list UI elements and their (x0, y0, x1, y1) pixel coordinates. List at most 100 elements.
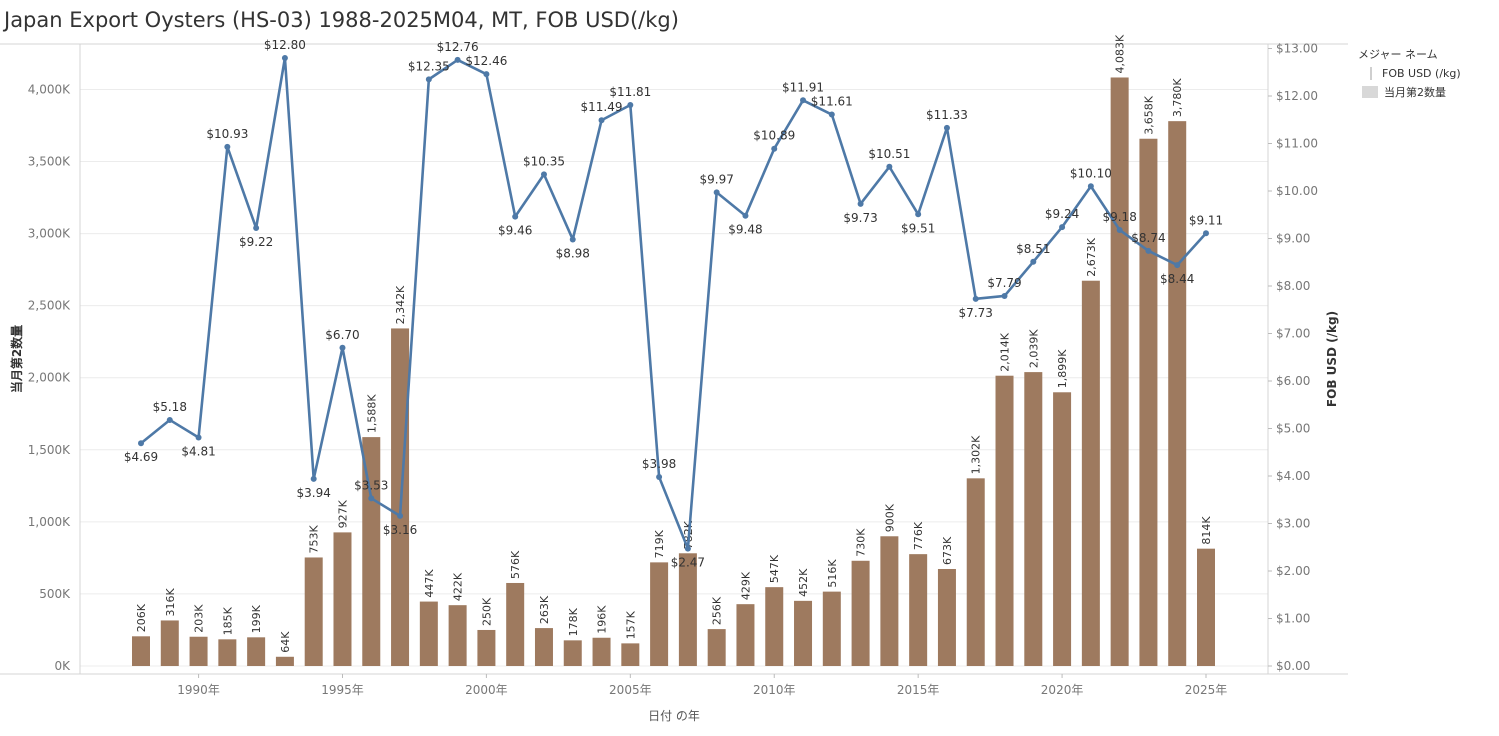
price-data-label: $11.33 (926, 108, 968, 122)
right-tick-label: $7.00 (1276, 327, 1310, 341)
right-tick-label: $3.00 (1276, 517, 1310, 531)
bar-data-label: 719K (653, 529, 666, 558)
left-tick-label: 500K (39, 587, 71, 601)
price-data-label: $11.49 (581, 100, 623, 114)
price-data-label: $11.61 (811, 95, 853, 109)
bar (160, 620, 179, 666)
bar-data-label: 673K (941, 536, 954, 565)
price-data-label: $9.11 (1189, 213, 1223, 227)
left-tick-label: 3,000K (28, 227, 71, 241)
price-point (1116, 226, 1123, 233)
legend-item-line[interactable]: FOB USD (/kg) (1362, 66, 1461, 81)
left-tick-label: 4,000K (28, 82, 71, 96)
bar (1053, 392, 1072, 666)
bar (304, 557, 323, 666)
price-point (915, 211, 922, 218)
bar-data-label: 157K (624, 610, 637, 639)
bar (1110, 77, 1129, 667)
price-point (1059, 224, 1066, 231)
price-point (195, 434, 202, 441)
price-data-label: $5.18 (153, 400, 187, 414)
x-tick-label: 2005年 (609, 683, 652, 697)
legend: メジャー ネーム FOB USD (/kg) 当月第2数量 (1358, 46, 1461, 99)
price-point (598, 117, 605, 124)
right-tick-label: $6.00 (1276, 374, 1310, 388)
price-point (224, 143, 231, 150)
price-point (943, 124, 950, 131)
price-data-label: $9.73 (843, 211, 877, 225)
bar (1168, 121, 1187, 666)
bar (707, 629, 726, 666)
price-point (886, 163, 893, 170)
bar (765, 587, 784, 666)
price-point (569, 236, 576, 243)
price-data-label: $4.69 (124, 450, 158, 464)
bar (822, 591, 841, 666)
price-point (166, 416, 173, 423)
price-point (713, 189, 720, 196)
line-series (138, 55, 1209, 552)
price-data-label: $12.35 (408, 59, 450, 73)
price-data-label: $9.24 (1045, 207, 1079, 221)
y-axis-title: 当月第2数量 (9, 325, 24, 393)
price-data-label: $9.51 (901, 221, 935, 235)
bar-data-label: 203K (193, 604, 206, 633)
x-tick-label: 2025年 (1185, 683, 1228, 697)
bar-data-label: 776K (912, 521, 925, 550)
bar-data-label: 2,039K (1027, 329, 1040, 368)
price-line (140, 56, 1207, 550)
price-data-label: $3.98 (642, 457, 676, 471)
price-point (1001, 292, 1008, 299)
axes: 0K 500K 1,000K 1,500K 2,000K 2,500K 3,000K 3,50… (9, 42, 1339, 724)
price-data-label: $10.35 (523, 154, 565, 168)
right-tick-label: $1.00 (1276, 612, 1310, 626)
price-data-label: $3.16 (383, 523, 417, 537)
bar-data-label: 178K (567, 607, 580, 636)
price-data-label: $8.51 (1016, 242, 1050, 256)
price-data-label: $11.91 (782, 80, 824, 94)
right-tick-label: $10.00 (1276, 184, 1318, 198)
price-point (1203, 230, 1209, 237)
price-point (368, 495, 375, 502)
bar (592, 637, 611, 666)
bar-data-label: 422K (452, 572, 465, 601)
legend-item-label: 当月第2数量 (1384, 85, 1446, 99)
price-data-label: $9.48 (728, 223, 762, 237)
bar (563, 640, 582, 666)
bar-data-label: 814K (1200, 516, 1213, 545)
bar-data-label: 3,658K (1142, 95, 1155, 134)
bar-data-label: 2,014K (999, 332, 1012, 371)
bar (621, 643, 640, 666)
bar-data-label: 927K (336, 499, 349, 528)
x-tick-label: 1990年 (177, 683, 220, 697)
right-tick-label: $13.00 (1276, 42, 1318, 56)
bar (1197, 548, 1215, 666)
price-point (253, 225, 260, 232)
price-point (627, 102, 634, 109)
bar-data-label: 185K (221, 606, 234, 635)
price-point (310, 475, 317, 482)
bar (448, 605, 467, 666)
line-labels: $4.69 $5.18 $4.81 $10.93 $9.22 $12.80 $3.94 $6.… (124, 38, 1223, 570)
x-tick-label: 2015年 (897, 683, 940, 697)
x-tick-label: 2010年 (753, 683, 796, 697)
left-tick-label: 2,500K (28, 299, 71, 313)
price-data-label: $4.81 (181, 445, 215, 459)
bar-data-label: 2,673K (1085, 237, 1098, 276)
price-point (656, 473, 663, 480)
bar-data-label: 1,899K (1056, 349, 1069, 388)
price-data-label: $8.98 (556, 246, 590, 260)
bar (333, 532, 352, 666)
price-data-label: $12.76 (437, 40, 479, 54)
bar (534, 628, 553, 666)
price-point (138, 440, 144, 447)
legend-item-bar[interactable]: 当月第2数量 (1362, 84, 1461, 99)
bar (880, 536, 899, 666)
bar (736, 604, 755, 666)
right-tick-label: $12.00 (1276, 89, 1318, 103)
price-point (281, 55, 288, 61)
bar-data-label: 64K (279, 631, 292, 653)
bar (1024, 372, 1043, 666)
chart-title: Japan Export Oysters (HS-03) 1988-2025M0… (4, 8, 679, 32)
